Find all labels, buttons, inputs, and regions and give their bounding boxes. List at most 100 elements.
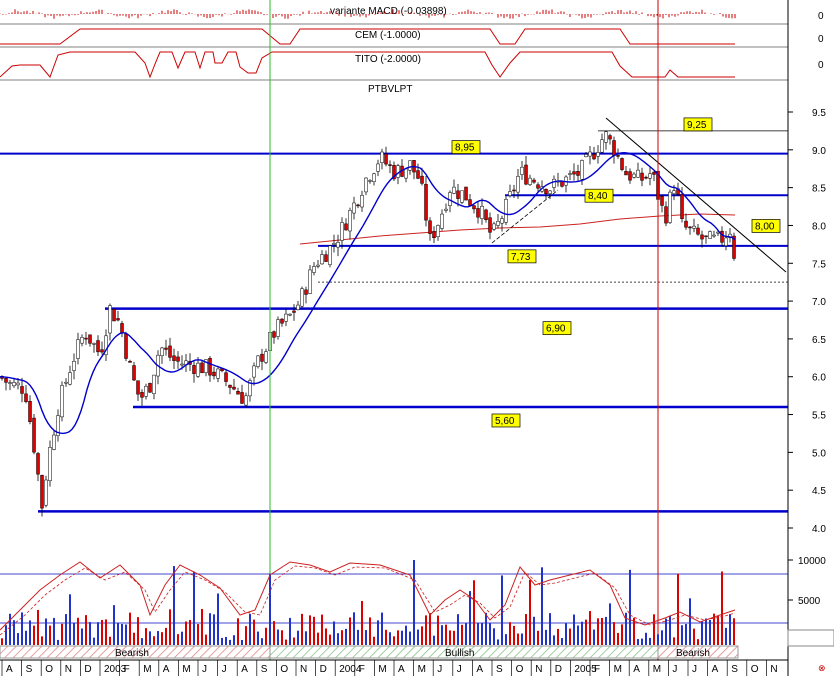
volume-bar	[465, 623, 467, 645]
volume-bar	[185, 621, 187, 645]
volume-bar	[65, 614, 67, 645]
volume-bar	[49, 625, 51, 645]
level-label: 6,90	[546, 324, 566, 335]
candle-body	[336, 242, 340, 248]
volume-bar	[521, 633, 523, 645]
candle-body	[516, 176, 520, 193]
candle-body	[520, 166, 524, 175]
candle-body	[312, 266, 316, 273]
candle-body	[332, 243, 336, 245]
volume-bar	[689, 598, 691, 645]
price-title: PTBVLPT	[368, 84, 412, 95]
level-label: 9,25	[687, 120, 707, 131]
candle-body	[76, 339, 80, 359]
candle-body	[264, 351, 268, 363]
candle-body	[120, 323, 124, 333]
volume-bar	[717, 616, 719, 645]
volume-bar	[441, 625, 443, 645]
volume-bar	[17, 633, 19, 645]
candle-body	[436, 225, 440, 238]
regime-label-bullish: Bullish	[445, 648, 474, 659]
volume-bar	[141, 638, 143, 645]
macd-line	[0, 9, 736, 19]
volume-bar	[565, 623, 567, 645]
volume-bar	[685, 623, 687, 645]
candle-body	[548, 190, 552, 194]
volume-bar	[101, 619, 103, 645]
candle-body	[724, 237, 728, 246]
x-tick-label: O	[280, 664, 288, 675]
candle-body	[56, 415, 60, 436]
candle-body	[620, 158, 624, 170]
volume-bar	[589, 611, 591, 645]
candle-body	[704, 235, 708, 238]
volume-tick-label: 5000	[798, 596, 821, 607]
candle-body	[340, 222, 344, 241]
volume-bar	[409, 631, 411, 645]
volume-bar	[153, 636, 155, 645]
volume-bar	[241, 639, 243, 645]
candle-body	[160, 347, 164, 357]
candle-body	[708, 231, 712, 239]
volume-bar	[469, 591, 471, 645]
volume-bar	[9, 613, 11, 645]
volume-bar	[249, 613, 251, 645]
volume-bar	[517, 633, 519, 645]
volume-bar	[285, 639, 287, 645]
volume-bar	[13, 620, 15, 645]
candle-body	[112, 308, 116, 322]
level-label-box	[683, 117, 713, 132]
candle-body	[168, 345, 172, 358]
candle-body	[252, 365, 256, 378]
candle-body	[164, 347, 168, 350]
volume-bar	[405, 625, 407, 645]
volume-bar	[137, 617, 139, 645]
volume-bar	[421, 626, 423, 645]
volume-bar	[649, 637, 651, 645]
macd-panel: variante MACD (-0.03898) 0	[0, 6, 824, 25]
candle-body	[504, 199, 508, 223]
candle-body	[100, 349, 104, 353]
regime-label-bearish-2: Bearish	[676, 648, 710, 659]
volume-bar	[425, 615, 427, 645]
candle-body	[384, 153, 388, 165]
x-tick-label: M	[182, 664, 190, 675]
y-tick-label: 6.0	[812, 373, 826, 384]
candle-body	[680, 194, 684, 219]
volume-bar	[397, 630, 399, 645]
candle-body	[480, 205, 484, 219]
volume-bar	[709, 619, 711, 645]
volume-bar	[633, 617, 635, 645]
x-tick-label: O	[751, 664, 759, 675]
candle-body	[316, 264, 320, 267]
candle-body	[732, 235, 736, 259]
candle-body	[532, 179, 536, 183]
candle-body	[304, 289, 308, 295]
tito-panel: TITO (-2.0000) 0	[0, 51, 824, 81]
volume-bar	[173, 566, 175, 645]
y-tick-label: 9.0	[812, 146, 826, 157]
volume-bar	[677, 573, 679, 645]
volume-bar	[281, 630, 283, 645]
volume-bar	[665, 618, 667, 645]
volume-bar	[237, 618, 239, 645]
candle-body	[392, 165, 396, 180]
candle-body	[492, 223, 496, 230]
volume-bar	[621, 624, 623, 645]
volume-bar	[701, 621, 703, 645]
volume-bar	[729, 614, 731, 645]
volume-bar	[713, 613, 715, 645]
volume-bar	[317, 632, 319, 645]
volume-bar	[485, 612, 487, 645]
candle-body	[276, 319, 280, 337]
volume-bar	[365, 630, 367, 645]
x-tick-label: O	[45, 664, 53, 675]
tito-axis-label: 0	[818, 60, 824, 71]
volume-bar	[253, 619, 255, 645]
volume-bar	[669, 615, 671, 645]
volume-bar	[625, 612, 627, 645]
candle-body	[628, 171, 632, 181]
volume-bar	[25, 630, 27, 645]
candle-body	[376, 163, 380, 172]
